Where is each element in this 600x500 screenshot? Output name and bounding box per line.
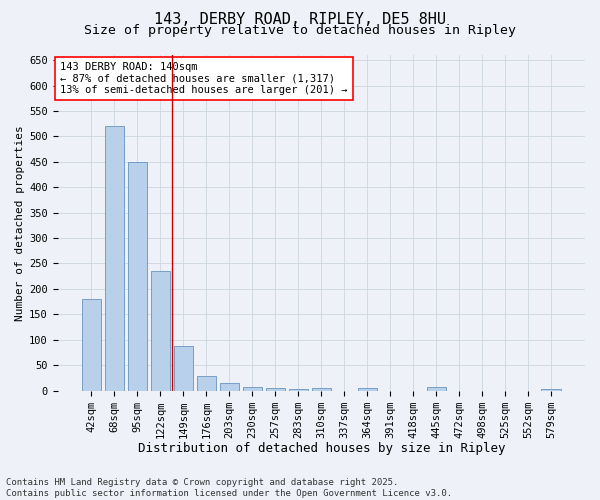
Bar [173,346,193,391]
Bar [242,387,262,390]
Bar [220,383,239,390]
Text: 143 DERBY ROAD: 140sqm
← 87% of detached houses are smaller (1,317)
13% of semi-: 143 DERBY ROAD: 140sqm ← 87% of detached… [60,62,348,95]
Text: Contains HM Land Registry data © Crown copyright and database right 2025.
Contai: Contains HM Land Registry data © Crown c… [6,478,452,498]
Bar [82,299,101,390]
Text: 143, DERBY ROAD, RIPLEY, DE5 8HU: 143, DERBY ROAD, RIPLEY, DE5 8HU [154,12,446,28]
Bar [266,388,285,390]
Bar [427,387,446,390]
Text: Size of property relative to detached houses in Ripley: Size of property relative to detached ho… [84,24,516,37]
Bar [104,126,124,390]
Bar [128,162,147,390]
Bar [541,388,561,390]
Bar [197,376,216,390]
Bar [289,389,308,390]
X-axis label: Distribution of detached houses by size in Ripley: Distribution of detached houses by size … [137,442,505,455]
Y-axis label: Number of detached properties: Number of detached properties [15,125,25,320]
Bar [358,388,377,390]
Bar [151,271,170,390]
Bar [311,388,331,390]
